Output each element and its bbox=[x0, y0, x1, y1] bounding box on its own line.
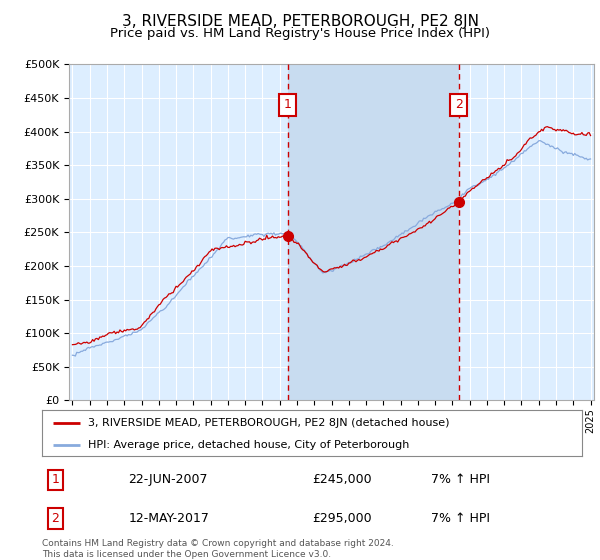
Text: 1: 1 bbox=[284, 98, 292, 111]
Text: £295,000: £295,000 bbox=[312, 512, 371, 525]
Text: 3, RIVERSIDE MEAD, PETERBOROUGH, PE2 8JN: 3, RIVERSIDE MEAD, PETERBOROUGH, PE2 8JN bbox=[121, 14, 479, 29]
Text: 2: 2 bbox=[455, 98, 463, 111]
Text: Contains HM Land Registry data © Crown copyright and database right 2024.
This d: Contains HM Land Registry data © Crown c… bbox=[42, 539, 394, 559]
Text: 2: 2 bbox=[52, 512, 59, 525]
Text: 7% ↑ HPI: 7% ↑ HPI bbox=[431, 473, 490, 487]
Text: 22-JUN-2007: 22-JUN-2007 bbox=[128, 473, 208, 487]
Text: £245,000: £245,000 bbox=[312, 473, 371, 487]
Text: 1: 1 bbox=[52, 473, 59, 487]
Text: 12-MAY-2017: 12-MAY-2017 bbox=[128, 512, 209, 525]
Bar bbox=[288, 64, 459, 400]
Text: 7% ↑ HPI: 7% ↑ HPI bbox=[431, 512, 490, 525]
Text: Price paid vs. HM Land Registry's House Price Index (HPI): Price paid vs. HM Land Registry's House … bbox=[110, 27, 490, 40]
Text: 3, RIVERSIDE MEAD, PETERBOROUGH, PE2 8JN (detached house): 3, RIVERSIDE MEAD, PETERBOROUGH, PE2 8JN… bbox=[88, 418, 449, 428]
Text: HPI: Average price, detached house, City of Peterborough: HPI: Average price, detached house, City… bbox=[88, 440, 409, 450]
